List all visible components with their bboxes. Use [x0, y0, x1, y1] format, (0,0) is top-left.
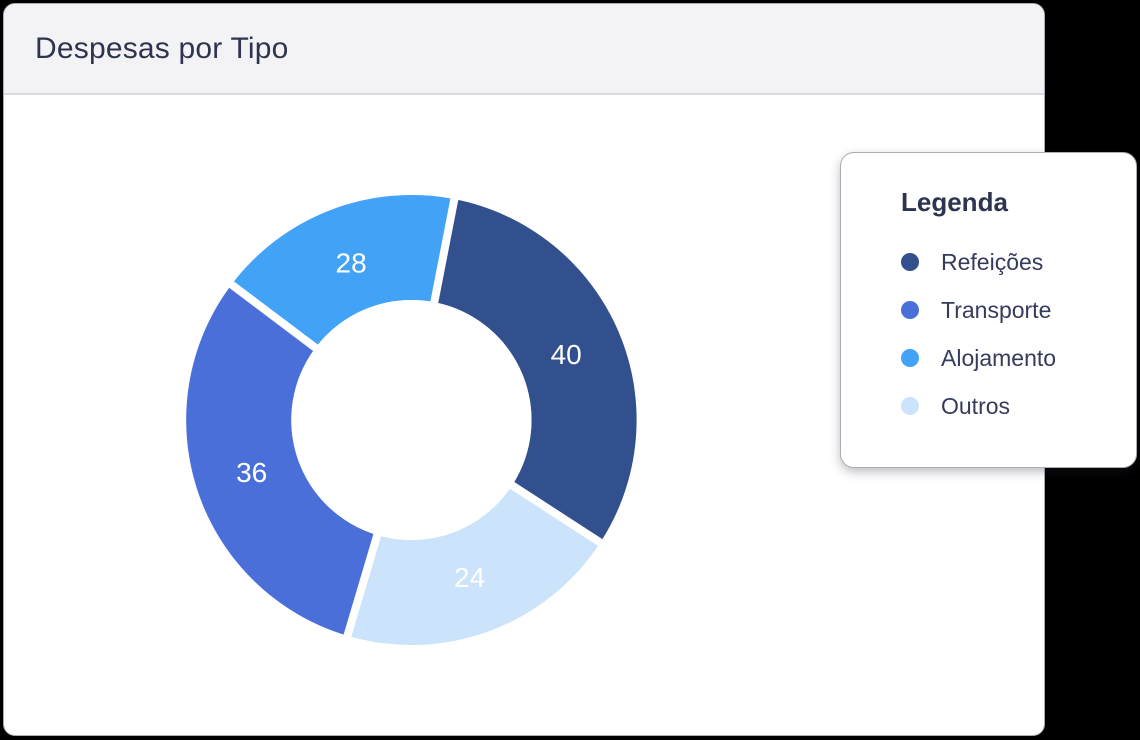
legend-dot-refeicoes [901, 253, 919, 271]
legend-item-transporte[interactable]: Transporte [901, 286, 1126, 334]
donut-segment-refeicoes[interactable] [434, 199, 637, 543]
legend-card: Legenda Refeições Transporte Alojamento … [840, 152, 1137, 468]
segment-value-label: 28 [336, 248, 367, 279]
legend-dot-outros [901, 397, 919, 415]
donut-segment-transporte[interactable] [186, 284, 378, 636]
legend-item-label: Outros [941, 392, 1011, 419]
donut-hole [291, 300, 532, 540]
donut-chart: 40 24 36 28 [186, 193, 637, 646]
chart-area: 40 24 36 28 [4, 95, 1044, 735]
card-header: Despesas por Tipo [4, 4, 1044, 95]
legend-item-label: Alojamento [941, 344, 1057, 371]
legend-title: Legenda [901, 187, 1008, 217]
legend-item-refeicoes[interactable]: Refeições [901, 238, 1126, 286]
donut-segment-alojamento[interactable] [231, 195, 455, 348]
donut-segment-outros[interactable] [347, 485, 601, 646]
segment-value-label: 24 [454, 562, 485, 593]
legend-item-label: Refeições [941, 248, 1044, 275]
card-title: Despesas por Tipo [35, 31, 289, 65]
legend-item-label: Transporte [941, 296, 1052, 323]
segment-value-label: 36 [236, 457, 267, 488]
legend-dot-alojamento [901, 349, 919, 367]
segment-value-label: 40 [551, 339, 582, 370]
legend-item-outros[interactable]: Outros [901, 382, 1126, 430]
legend-dot-transporte [901, 301, 919, 319]
legend-item-alojamento[interactable]: Alojamento [901, 334, 1126, 382]
